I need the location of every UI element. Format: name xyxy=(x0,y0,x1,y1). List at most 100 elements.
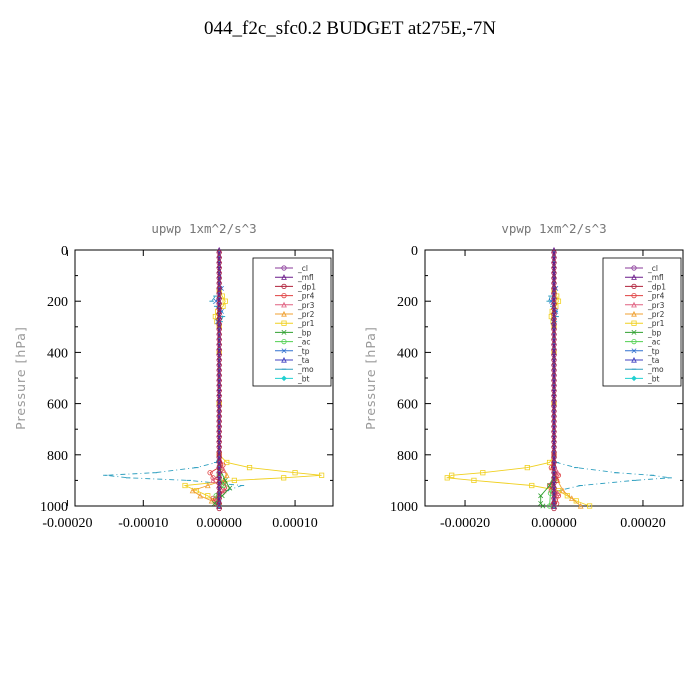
data-point xyxy=(246,464,253,471)
legend-marker xyxy=(281,375,287,382)
data-point xyxy=(551,490,557,496)
data-point xyxy=(319,472,325,478)
legend-label: _cl xyxy=(297,264,308,273)
legend-label: _pr1 xyxy=(297,319,315,328)
legend-entry-pr1: _pr1 xyxy=(275,319,315,328)
x-tick-label: -0.00020 xyxy=(42,516,92,531)
data-point xyxy=(216,383,222,389)
data-point xyxy=(551,352,557,358)
data-point xyxy=(551,326,557,332)
data-point xyxy=(471,477,477,484)
data-point xyxy=(216,275,222,281)
data-point xyxy=(216,367,222,373)
data-point xyxy=(551,290,557,297)
legend-label: _pr2 xyxy=(647,310,665,319)
legend-marker xyxy=(631,274,637,280)
data-point xyxy=(551,306,557,312)
legend-marker xyxy=(281,283,287,289)
data-point xyxy=(551,270,557,276)
legend-label: _pr4 xyxy=(647,292,665,301)
y-tick-label: 200 xyxy=(397,295,418,310)
data-point xyxy=(551,480,557,486)
data-point xyxy=(551,316,557,322)
data-point xyxy=(216,393,222,399)
data-point xyxy=(551,495,557,501)
legend-entry-pr2: _pr2 xyxy=(625,310,665,319)
figure-title: 044_f2c_sfc0.2 BUDGET at275E,-7N xyxy=(204,18,496,39)
data-point xyxy=(216,434,222,440)
data-point xyxy=(216,505,222,512)
series-line-pr1 xyxy=(445,250,590,507)
y-tick-label: 600 xyxy=(397,398,418,413)
data-point xyxy=(216,470,222,476)
legend-marker xyxy=(281,320,287,326)
data-point xyxy=(551,429,557,435)
legend-entry-cl: _cl xyxy=(625,264,658,273)
data-point xyxy=(216,429,222,435)
data-point xyxy=(216,342,222,348)
legend-entry-bp: _bp xyxy=(625,328,662,337)
legend-marker xyxy=(631,329,637,335)
data-point xyxy=(551,280,557,286)
data-point xyxy=(551,505,557,512)
data-point xyxy=(216,280,222,286)
legend-label: _mo xyxy=(647,365,664,374)
y-tick-label: 0 xyxy=(411,244,418,259)
legend-marker xyxy=(631,283,637,289)
legend-label: _pr3 xyxy=(297,301,315,310)
data-point xyxy=(555,298,562,304)
legend-label: _tp xyxy=(297,347,310,356)
data-point xyxy=(281,475,287,481)
data-point xyxy=(221,482,227,489)
data-point xyxy=(216,444,222,450)
data-point xyxy=(551,485,557,491)
legend-entry-tp: _tp xyxy=(275,347,310,356)
data-point xyxy=(551,500,557,507)
legend-label: _pr4 xyxy=(297,292,315,301)
data-point xyxy=(216,331,222,338)
legend-label: _bt xyxy=(297,374,310,383)
legend-marker xyxy=(281,348,287,354)
data-point xyxy=(223,472,230,478)
data-point xyxy=(524,464,530,471)
legend-marker xyxy=(631,292,637,299)
data-point xyxy=(227,485,233,491)
data-point xyxy=(551,342,557,348)
legend-entry-pr2: _pr2 xyxy=(275,310,315,319)
x-tick-label: -0.00010 xyxy=(118,516,168,531)
data-point xyxy=(231,477,237,484)
data-point xyxy=(216,377,222,384)
data-point xyxy=(205,493,211,499)
data-point xyxy=(551,285,557,291)
data-point xyxy=(551,372,557,379)
data-point xyxy=(551,357,557,363)
legend-marker xyxy=(281,329,287,335)
data-point xyxy=(444,475,450,481)
legend-entry-cl: _cl xyxy=(275,264,308,273)
y-tick-label: 0 xyxy=(61,244,68,259)
data-point xyxy=(216,321,222,327)
data-point xyxy=(551,321,557,327)
data-point xyxy=(586,503,593,509)
legend-marker xyxy=(281,301,287,308)
x-tick-label: 0.00010 xyxy=(272,516,318,531)
data-point xyxy=(547,483,553,489)
data-point xyxy=(548,298,554,304)
legend-marker xyxy=(281,310,287,317)
legend-label: _mo xyxy=(297,365,314,374)
y-tick-label: 400 xyxy=(47,346,68,361)
legend-entry-ac: _ac xyxy=(625,338,660,347)
data-point xyxy=(216,403,222,409)
data-point xyxy=(577,502,584,509)
data-point xyxy=(216,495,222,501)
data-point xyxy=(551,408,557,414)
data-point xyxy=(216,464,222,471)
data-point xyxy=(216,408,222,414)
data-point xyxy=(551,439,557,445)
data-point xyxy=(551,475,557,481)
data-point xyxy=(224,485,230,491)
data-point xyxy=(216,480,222,486)
y-axis-label: Pressure [hPa] xyxy=(363,326,378,430)
data-point xyxy=(551,260,557,266)
center-profile xyxy=(216,246,223,512)
